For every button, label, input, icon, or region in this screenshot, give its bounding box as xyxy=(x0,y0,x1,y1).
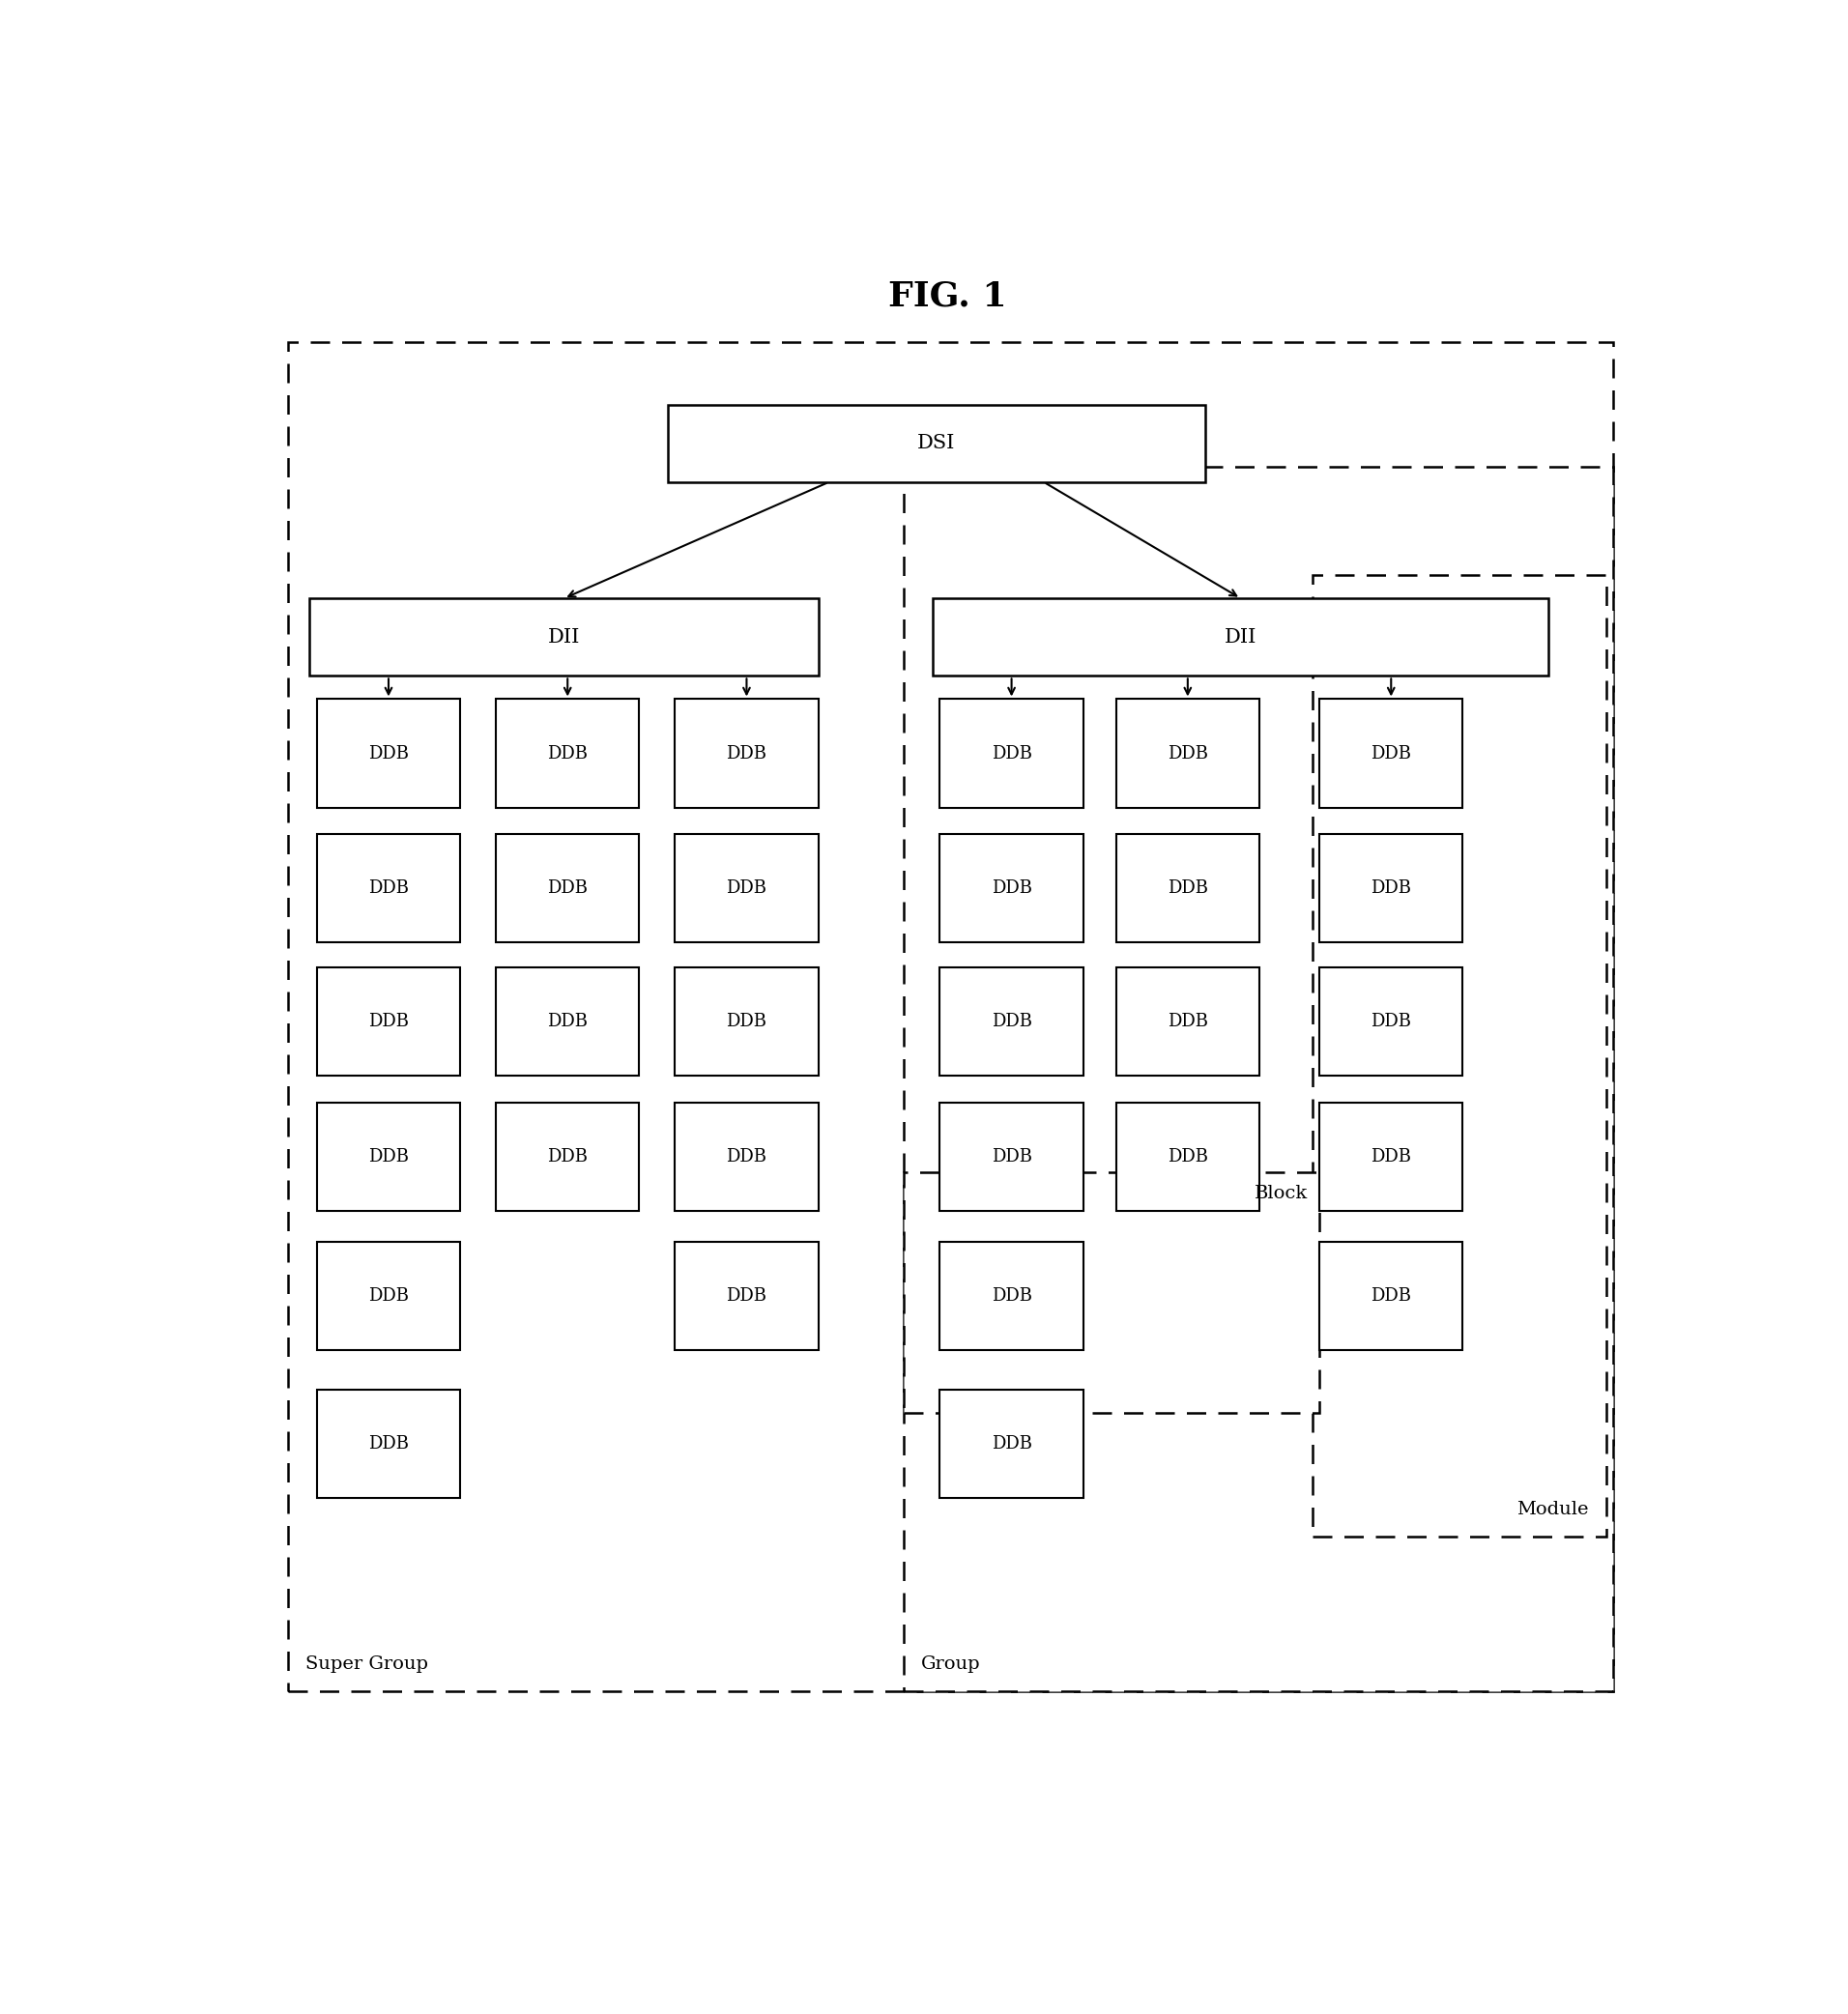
Bar xyxy=(288,342,1613,1692)
Bar xyxy=(1312,576,1606,1537)
Bar xyxy=(318,1390,460,1498)
Text: DDB: DDB xyxy=(1168,1013,1209,1031)
Bar xyxy=(310,598,819,677)
Bar xyxy=(495,834,639,943)
Bar xyxy=(495,1102,639,1210)
Text: Block: Block xyxy=(1255,1184,1308,1202)
Bar xyxy=(941,1102,1083,1210)
Bar xyxy=(318,967,460,1075)
Text: Group: Group xyxy=(922,1656,981,1674)
Text: DDB: DDB xyxy=(991,1287,1031,1305)
Bar xyxy=(318,1102,460,1210)
Text: DDB: DDB xyxy=(368,1434,408,1452)
Bar xyxy=(318,699,460,808)
Bar xyxy=(495,699,639,808)
Text: DDB: DDB xyxy=(1168,880,1209,896)
Text: DDB: DDB xyxy=(991,1013,1031,1031)
Text: DDB: DDB xyxy=(368,745,408,761)
Text: DDB: DDB xyxy=(991,745,1031,761)
Text: DDB: DDB xyxy=(1168,745,1209,761)
Bar xyxy=(667,405,1205,481)
Bar xyxy=(1319,699,1462,808)
Text: DDB: DDB xyxy=(1371,745,1412,761)
Bar xyxy=(1116,1102,1258,1210)
Text: DDB: DDB xyxy=(726,1013,767,1031)
Bar xyxy=(1319,1243,1462,1351)
Text: DII: DII xyxy=(1225,628,1257,646)
Bar xyxy=(675,834,819,943)
Bar xyxy=(318,1243,460,1351)
Text: DDB: DDB xyxy=(726,745,767,761)
Text: DDB: DDB xyxy=(1371,1148,1412,1166)
Text: DDB: DDB xyxy=(1168,1148,1209,1166)
Bar xyxy=(1319,1102,1462,1210)
Bar xyxy=(941,967,1083,1075)
Text: Super Group: Super Group xyxy=(305,1656,429,1674)
Bar xyxy=(675,699,819,808)
Bar xyxy=(941,834,1083,943)
Bar xyxy=(675,967,819,1075)
Text: DDB: DDB xyxy=(368,1148,408,1166)
Text: DDB: DDB xyxy=(991,880,1031,896)
Bar xyxy=(1116,699,1258,808)
Text: DDB: DDB xyxy=(1371,1013,1412,1031)
Bar xyxy=(495,967,639,1075)
Text: DDB: DDB xyxy=(368,1287,408,1305)
Text: DDB: DDB xyxy=(726,1287,767,1305)
Bar xyxy=(1319,834,1462,943)
Bar xyxy=(904,1172,1319,1412)
Text: DDB: DDB xyxy=(547,1013,588,1031)
Bar xyxy=(904,467,1613,1692)
Text: DDB: DDB xyxy=(368,880,408,896)
Text: DDB: DDB xyxy=(547,1148,588,1166)
Text: DDB: DDB xyxy=(547,745,588,761)
Text: DDB: DDB xyxy=(991,1148,1031,1166)
Text: DDB: DDB xyxy=(1371,880,1412,896)
Text: DDB: DDB xyxy=(991,1434,1031,1452)
Bar xyxy=(318,834,460,943)
Bar xyxy=(675,1243,819,1351)
Text: DDB: DDB xyxy=(368,1013,408,1031)
Text: DDB: DDB xyxy=(726,1148,767,1166)
Text: FIG. 1: FIG. 1 xyxy=(887,280,1007,312)
Bar xyxy=(941,1243,1083,1351)
Bar xyxy=(1116,834,1258,943)
Text: DSI: DSI xyxy=(917,435,955,453)
Bar xyxy=(933,598,1549,677)
Bar xyxy=(675,1102,819,1210)
Bar xyxy=(941,1390,1083,1498)
Text: DDB: DDB xyxy=(547,880,588,896)
Bar xyxy=(1319,967,1462,1075)
Text: DDB: DDB xyxy=(1371,1287,1412,1305)
Text: DII: DII xyxy=(547,628,580,646)
Bar xyxy=(1116,967,1258,1075)
Bar xyxy=(941,699,1083,808)
Text: DDB: DDB xyxy=(726,880,767,896)
Text: Module: Module xyxy=(1517,1500,1589,1519)
